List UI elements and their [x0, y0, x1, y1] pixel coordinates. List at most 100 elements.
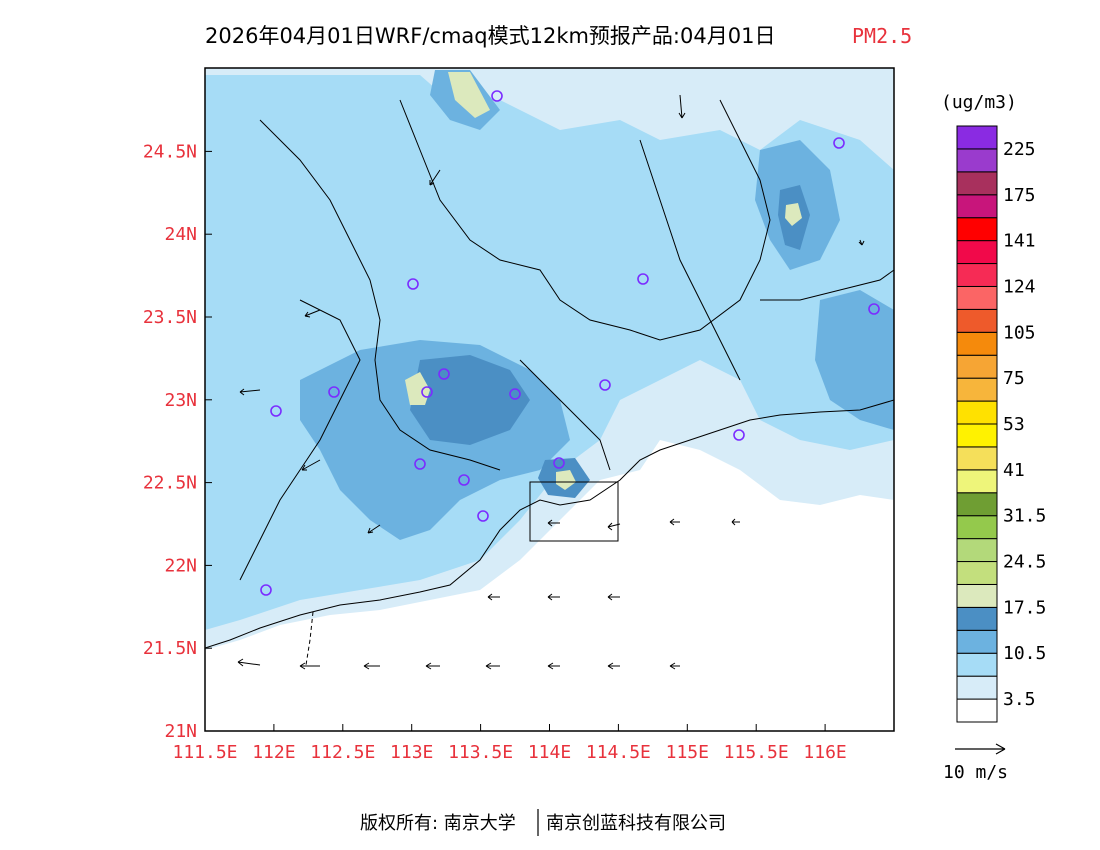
colorbar-swatch	[956, 515, 998, 540]
wind-arrow	[607, 662, 620, 670]
station-marker	[553, 457, 565, 469]
lon-tick-label: 115E	[666, 742, 709, 763]
colorbar-label: 41	[1003, 460, 1025, 481]
lon-tick-label: 114E	[528, 742, 571, 763]
colorbar-label: 53	[1003, 414, 1025, 435]
map-panel: 111.5E 112E 112.5E 113E 113.5E 114E 114.5E 115E…	[143, 67, 895, 763]
wind-arrow	[547, 519, 560, 527]
colorbar-swatch	[956, 606, 998, 631]
maritime-boundary	[305, 611, 314, 666]
station-marker	[421, 386, 433, 398]
hongkong-box	[529, 481, 619, 542]
lon-tick-label: 115.5E	[724, 742, 789, 763]
wind-arrow	[669, 662, 680, 670]
colorbar-swatch	[956, 469, 998, 494]
colorbar-swatch	[956, 240, 998, 265]
pollutant-label: PM2.5	[852, 24, 912, 48]
colorbar-labels: 3.5 10.5 17.5 24.5 31.5 41 53 75 105 124 141 175 225	[1003, 139, 1046, 710]
colorbar-label: 105	[1003, 322, 1036, 343]
colorbar	[956, 125, 998, 723]
colorbar-label: 10.5	[1003, 643, 1046, 664]
colorbar-label: 175	[1003, 185, 1036, 206]
hotspot-shenzhen	[556, 470, 576, 490]
colorbar-label: 141	[1003, 231, 1036, 252]
wind-arrow	[487, 593, 500, 601]
station-marker	[328, 386, 340, 398]
colorbar-swatch	[956, 629, 998, 654]
station-marker	[509, 388, 521, 400]
colorbar-swatch	[956, 446, 998, 471]
colorbar-swatch	[956, 263, 998, 287]
colorbar-swatch	[956, 171, 998, 196]
colorbar-swatch	[956, 308, 998, 333]
wind-arrow	[301, 459, 321, 471]
station-marker	[438, 368, 450, 380]
wind-arrow	[678, 94, 686, 119]
wind-arrow	[547, 662, 560, 670]
boundary-line-5	[639, 139, 741, 381]
wind-arrow	[429, 169, 441, 186]
station-marker	[414, 458, 426, 470]
wind-arrow	[547, 593, 560, 601]
lon-tick-label: 113E	[390, 742, 433, 763]
band-chaoshan	[815, 290, 894, 430]
wind-arrow	[239, 388, 261, 396]
longitude-axis: 111.5E 112E 112.5E 113E 113.5E 114E 114.5E 115E…	[172, 724, 847, 763]
wind-arrow	[367, 524, 381, 534]
wind-vectors	[237, 94, 865, 670]
wind-arrow	[731, 518, 740, 526]
station-marker	[733, 429, 745, 441]
colorbar-label: 17.5	[1003, 597, 1046, 618]
colorbar-swatch	[956, 354, 998, 379]
colorbar-swatch	[956, 377, 998, 402]
colorbar-swatch	[956, 148, 998, 173]
wind-arrow	[485, 662, 500, 670]
province-boundaries	[205, 99, 894, 666]
lon-tick-label: 114.5E	[586, 742, 651, 763]
colorbar-label: 225	[1003, 139, 1036, 160]
station-marker	[477, 510, 489, 522]
station-marker	[833, 137, 845, 149]
colorbar-label: 31.5	[1003, 506, 1046, 527]
colorbar-swatch	[956, 492, 998, 517]
lon-tick-label: 111.5E	[172, 742, 237, 763]
colorbar-swatch	[956, 194, 998, 219]
colorbar-swatch	[956, 331, 998, 356]
colorbar-swatch	[956, 652, 998, 677]
station-marker	[637, 273, 649, 285]
lat-tick-label: 24N	[164, 224, 197, 245]
colorbar-swatch	[956, 285, 998, 310]
lat-tick-label: 24.5N	[143, 141, 197, 162]
lon-tick-label: 112.5E	[310, 742, 375, 763]
lon-tick-label: 112E	[252, 742, 295, 763]
lat-tick-label: 21N	[164, 721, 197, 742]
station-marker	[407, 278, 419, 290]
hotspot-north	[448, 72, 490, 118]
colorbar-swatch	[956, 217, 998, 242]
wind-scale: 10 m/s	[943, 743, 1008, 783]
colorbar-swatch	[956, 561, 998, 585]
colorbar-swatch	[956, 698, 998, 723]
wind-arrow	[607, 522, 621, 531]
map-title: 2026年04月01日WRF/cmaq模式12km预报产品:04月01日	[205, 24, 775, 48]
colorbar-swatch	[956, 423, 998, 448]
colorbar-swatch	[956, 400, 998, 425]
coastline	[205, 399, 894, 649]
station-markers	[260, 90, 880, 596]
colorbar-label: 124	[1003, 276, 1036, 297]
lat-tick-label: 23N	[164, 390, 197, 411]
station-marker	[491, 90, 503, 102]
boundary-line-1	[259, 119, 501, 471]
legend-unit: (ug/m3)	[941, 92, 1017, 113]
colorbar-label: 75	[1003, 368, 1025, 389]
boundary-line-3	[239, 299, 361, 581]
lon-tick-label: 113.5E	[448, 742, 513, 763]
company-text: 南京创蓝科技有限公司	[546, 813, 726, 834]
wind-arrow	[669, 518, 680, 526]
wind-arrow	[363, 662, 380, 670]
station-marker	[270, 405, 282, 417]
wind-arrow	[237, 658, 261, 667]
wind-arrow	[425, 662, 440, 670]
